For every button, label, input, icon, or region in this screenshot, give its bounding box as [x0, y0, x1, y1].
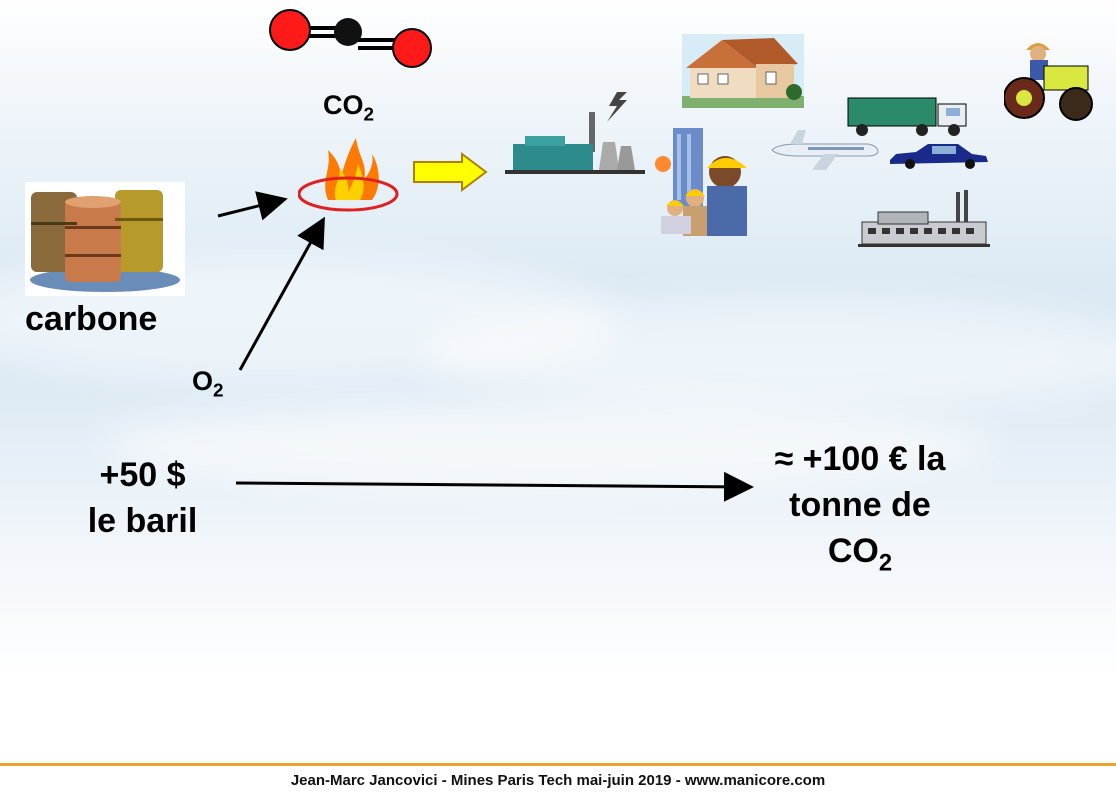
carbon-to-fire-arrow — [217, 191, 288, 221]
cloud — [100, 400, 1000, 490]
footer-divider — [0, 763, 1116, 766]
co2-molecule-icon — [269, 9, 432, 68]
workers-icon — [655, 128, 747, 236]
barrel-price-value: +50 $ — [99, 456, 186, 494]
car-icon — [890, 144, 988, 169]
barrel-price-unit: le baril — [87, 502, 198, 540]
barrel-price: +50 $ le baril — [60, 452, 225, 544]
yellow-arrow-icon — [413, 152, 488, 192]
oil-barrels-icon — [25, 182, 185, 296]
airplane-icon — [771, 130, 879, 170]
co2-price-value: ≈ +100 € la — [774, 440, 946, 478]
co2-label: CO2 — [323, 90, 375, 126]
truck-icon — [847, 97, 967, 136]
oxygen-label: O2 — [192, 366, 224, 402]
co2-price-unit: tonne de — [789, 486, 931, 524]
factory-icon — [858, 190, 990, 247]
co2-price: ≈ +100 € la tonne de CO2 — [750, 436, 970, 586]
flame-icon — [298, 138, 399, 212]
co2-price-gas: CO2 — [827, 532, 893, 577]
cloud — [420, 300, 1116, 410]
power-plant-icon — [505, 92, 645, 174]
footer-credit: Jean-Marc Jancovici - Mines Paris Tech m… — [290, 772, 826, 789]
carbon-label: carbone — [25, 300, 158, 338]
price-arrow — [235, 471, 754, 502]
house-icon — [682, 34, 804, 108]
tractor-icon — [1004, 43, 1093, 121]
oxygen-to-fire-arrow — [238, 216, 325, 371]
